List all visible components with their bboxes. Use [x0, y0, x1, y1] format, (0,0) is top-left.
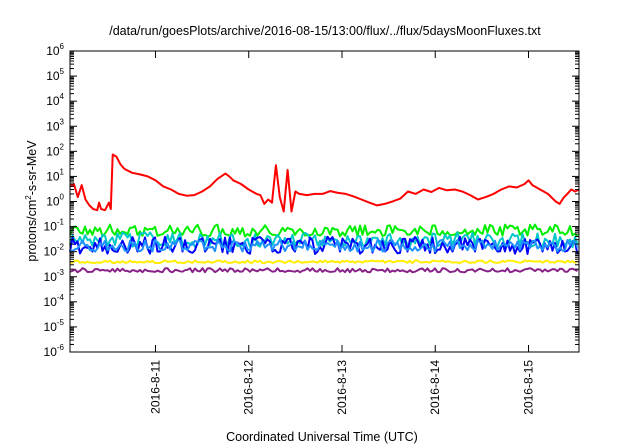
y-tick-label-exp: -4 [57, 293, 65, 302]
y-tick-label: 105 [46, 67, 64, 83]
y-tick-label: 102 [46, 142, 64, 158]
y-tick-label-exp: 6 [60, 42, 65, 51]
y-tick-label-base: 10 [44, 245, 58, 259]
y-tick-label: 10-1 [44, 218, 65, 234]
x-axis: 2016-8-11 2016-8-12 2016-8-13 2016-8-14 2016… [148, 51, 535, 415]
y-tick-label-base: 10 [46, 44, 60, 58]
y-tick-label: 10-6 [44, 343, 65, 359]
y-tick-label: 106 [46, 42, 64, 58]
y-tick-label-base: 10 [46, 144, 60, 158]
y-tick-label-exp: -3 [57, 268, 65, 277]
x-axis-title: Coordinated Universal Time (UTC) [226, 430, 418, 444]
series-line [69, 259, 578, 265]
y-tick-label-exp: 3 [60, 117, 65, 126]
y-axis-title-suffix: -s-sr-MeV [25, 140, 39, 196]
x-tick-label: 2016-8-13 [335, 360, 349, 415]
y-axis-title-sup: 2 [24, 195, 33, 200]
y-tick-label: 104 [46, 92, 64, 108]
x-tick-label: 2016-8-11 [148, 360, 162, 414]
y-tick-label-base: 10 [44, 320, 58, 334]
series-line [69, 267, 578, 274]
y-axis-title: protons/cm2-s-sr-MeV [24, 140, 39, 262]
y-tick-label-exp: 2 [60, 142, 65, 151]
y-tick-label-base: 10 [44, 220, 58, 234]
y-tick-label-exp: 5 [60, 67, 65, 76]
y-tick-label-exp: -6 [57, 343, 65, 352]
y-axis: 10610510410310210110010-110-210-310-410-… [44, 42, 579, 359]
x-tick-label: 2016-8-12 [242, 360, 256, 415]
y-tick-label-base: 10 [44, 295, 58, 309]
chart-title: /data/run/goesPlots/archive/2016-08-15/1… [109, 24, 541, 38]
y-tick-label: 100 [46, 193, 64, 209]
y-tick-label: 10-5 [44, 318, 65, 334]
y-axis-title-prefix: protons/cm [25, 200, 39, 262]
y-tick-label-exp: -1 [57, 218, 65, 227]
series-line [69, 153, 580, 213]
y-tick-label-base: 10 [46, 94, 60, 108]
series-line [69, 223, 579, 238]
series-layer [69, 153, 580, 274]
plot-frame [69, 50, 580, 353]
y-tick-label: 10-4 [44, 293, 65, 309]
y-tick-label: 101 [46, 167, 64, 183]
y-tick-label-base: 10 [46, 119, 60, 133]
series-line [69, 238, 579, 253]
y-tick-label-exp: 0 [60, 193, 65, 202]
y-tick-label-exp: 4 [60, 92, 65, 101]
y-tick-label: 10-2 [44, 243, 65, 259]
y-tick-label-exp: -5 [57, 318, 65, 327]
y-tick-label-exp: -2 [57, 243, 65, 252]
x-tick-label: 2016-8-14 [428, 360, 442, 415]
y-tick-label-base: 10 [46, 169, 60, 183]
y-tick-label-base: 10 [46, 195, 60, 209]
y-tick-label: 10-3 [44, 268, 65, 284]
x-tick-label: 2016-8-15 [521, 360, 535, 415]
y-tick-label-exp: 1 [60, 167, 65, 176]
y-tick-label: 103 [46, 117, 64, 133]
y-tick-label-base: 10 [44, 270, 58, 284]
y-tick-label-base: 10 [44, 345, 58, 359]
y-tick-label-base: 10 [46, 69, 60, 83]
